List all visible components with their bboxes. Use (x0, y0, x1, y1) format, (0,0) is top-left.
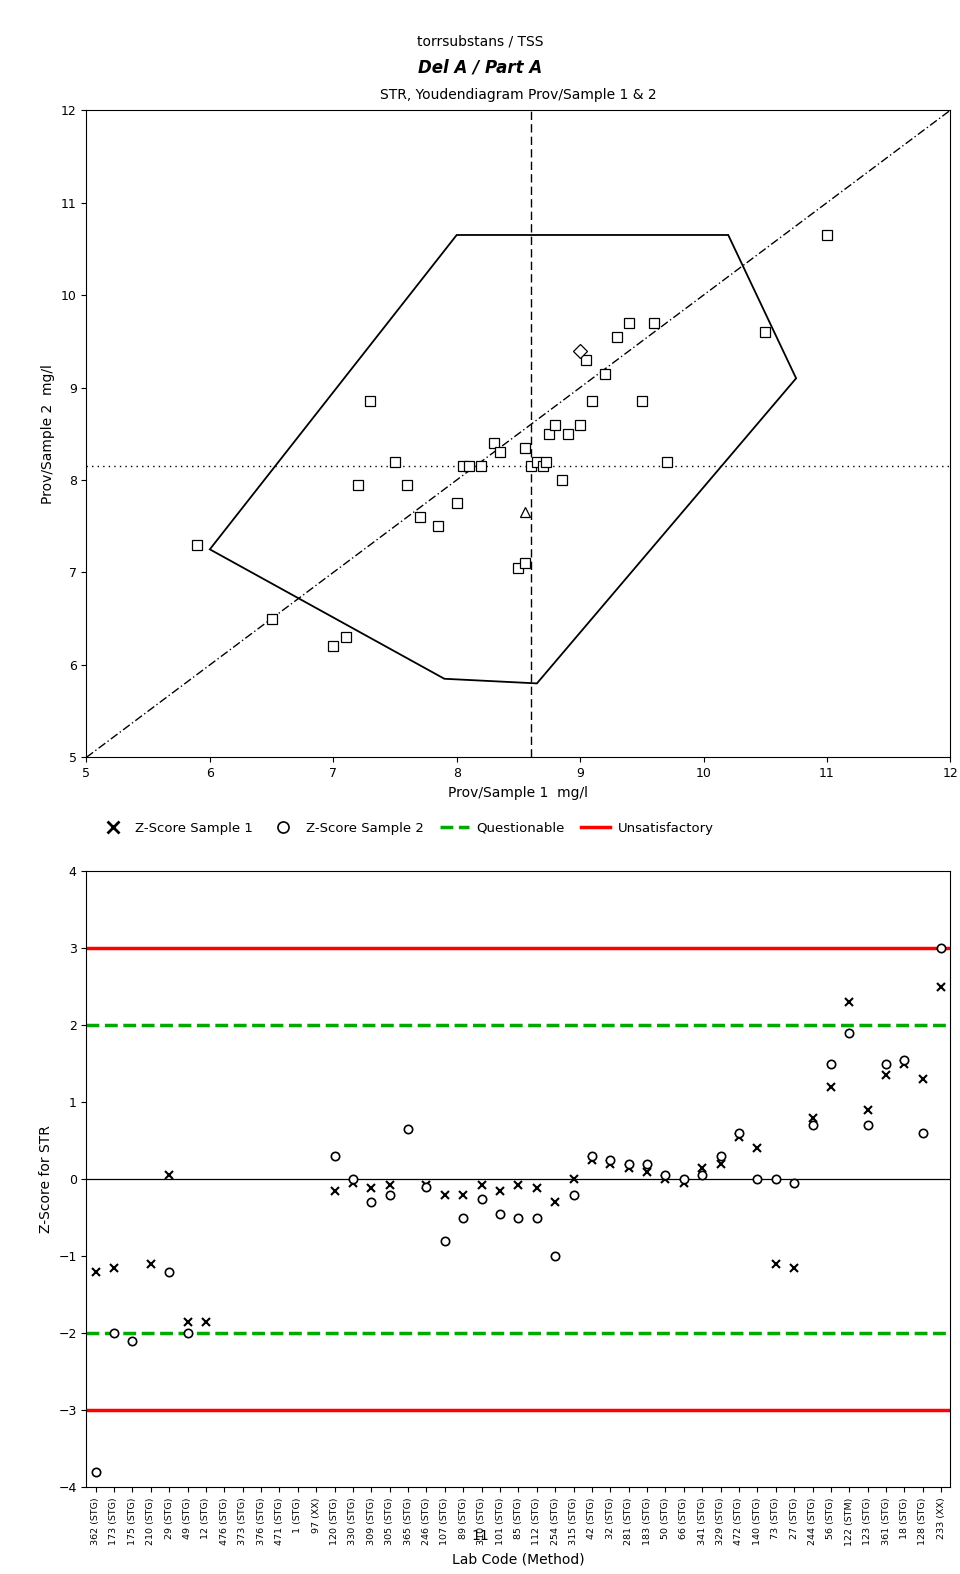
Y-axis label: Prov/Sample 2  mg/l: Prov/Sample 2 mg/l (41, 364, 56, 504)
Text: 11: 11 (471, 1528, 489, 1543)
Text: Del A / Part A: Del A / Part A (418, 58, 542, 76)
Title: STR, Youdendiagram Prov/Sample 1 & 2: STR, Youdendiagram Prov/Sample 1 & 2 (380, 88, 657, 102)
X-axis label: Prov/Sample 1  mg/l: Prov/Sample 1 mg/l (448, 785, 588, 800)
Y-axis label: Z-Score for STR: Z-Score for STR (38, 1125, 53, 1232)
X-axis label: Lab Code (Method): Lab Code (Method) (452, 1552, 585, 1566)
Legend: Z-Score Sample 1, Z-Score Sample 2, Questionable, Unsatisfactory: Z-Score Sample 1, Z-Score Sample 2, Ques… (93, 817, 719, 841)
Text: torrsubstans / TSS: torrsubstans / TSS (417, 35, 543, 49)
